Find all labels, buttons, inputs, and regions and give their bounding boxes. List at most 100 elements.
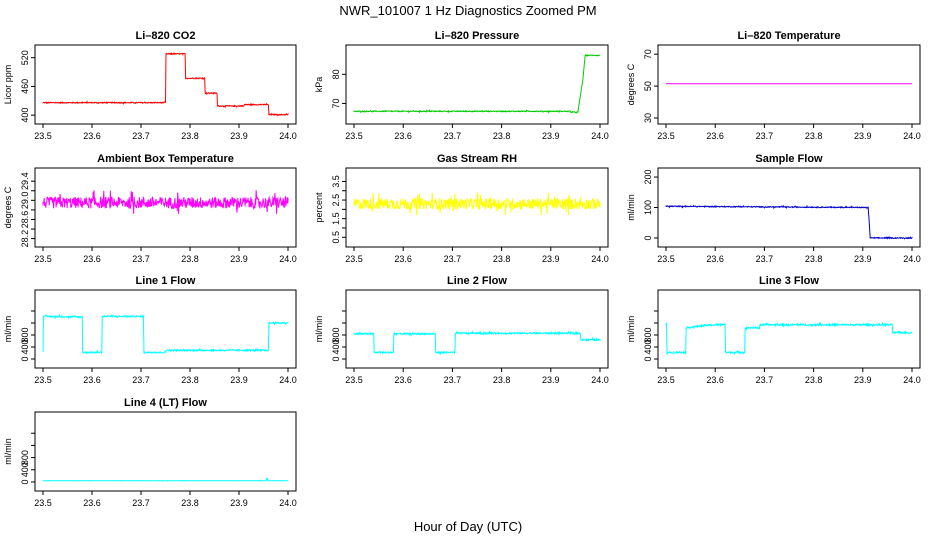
chart-panel: Line 2 Flow 23.5 23.6 23.7 23.8 23.9 24.0 0 4008… [314,275,609,385]
x-tick-label: 23.8 [493,131,511,141]
x-tick-label: 23.8 [493,254,511,264]
y-tick-label: 0 [331,356,341,361]
chart-panel: Gas Stream RH 23.5 23.6 23.7 23.8 23.9 24.0 0.5… [314,153,609,264]
y-tick-label: 70 [331,98,341,108]
x-axis: 23.5 23.6 23.7 23.8 23.9 24.0 [657,124,921,141]
y-tick-label: 400 [331,339,341,354]
x-axis: 23.5 23.6 23.7 23.8 23.9 24.0 [34,247,297,264]
x-tick-label: 23.5 [345,254,363,264]
x-tick-label: 24.0 [591,131,609,141]
series-line [42,313,289,355]
chart-panel: Line 1 Flow 23.5 23.6 23.7 23.8 23.9 24.0 0 4008… [3,275,297,385]
plot-frame [345,44,609,125]
panel-title: Li–820 Pressure [435,30,519,42]
y-tick-label: 50 [643,81,653,91]
y-axis-label: kPa [314,77,324,93]
x-axis: 23.5 23.6 23.7 23.8 23.9 24.0 [34,368,297,385]
y-axis: 28.228.629.0 29.4 [20,172,35,247]
x-tick-label: 23.5 [657,254,675,264]
series-line [353,192,601,216]
x-tick-label: 24.0 [903,375,921,385]
panel-title: Sample Flow [755,153,823,165]
x-tick-label: 24.0 [591,254,609,264]
y-tick-label: 800 [20,327,30,342]
y-tick-label: 520 [20,50,30,65]
x-tick-label: 23.7 [756,375,774,385]
y-axis-label: ml/min [626,194,636,221]
x-tick-label: 23.7 [444,131,462,141]
panel-title: Li–820 Temperature [737,30,840,42]
x-tick-label: 24.0 [903,254,921,264]
chart-panel: Line 4 (LT) Flow 23.5 23.6 23.7 23.8 23.9 24.0… [3,397,297,508]
x-axis: 23.5 23.6 23.7 23.8 23.9 24.0 [657,247,921,264]
x-tick-label: 23.7 [444,375,462,385]
x-tick-label: 23.6 [394,131,412,141]
x-tick-label: 23.8 [805,375,823,385]
x-tick-label: 24.0 [903,131,921,141]
chart-panel: Li–820 Pressure 23.5 23.6 23.7 23.8 23.9 24.0 7… [314,30,609,141]
y-tick-label: 400 [20,339,30,354]
y-tick-label: 460 [20,79,30,94]
x-tick-label: 23.8 [493,375,511,385]
y-axis-label: percent [314,192,324,223]
x-tick-label: 23.7 [132,498,150,508]
x-tick-label: 23.6 [83,498,101,508]
x-tick-label: 23.9 [230,254,248,264]
y-axis-label: ml/min [3,438,13,465]
y-tick-label: 1.5 [331,212,341,225]
x-tick-label: 23.7 [444,254,462,264]
x-axis-label: Hour of Day (UTC) [414,519,522,534]
panel-title: Line 1 Flow [136,275,196,287]
x-tick-label: 23.6 [706,375,724,385]
plot-frame [657,289,921,369]
y-tick-label: 800 [20,450,30,465]
x-tick-label: 23.5 [657,375,675,385]
x-tick-label: 23.7 [132,375,150,385]
panel-title: Line 2 Flow [447,275,507,287]
series-line [665,321,913,356]
y-axis: 70 80 [331,69,346,108]
y-tick-label: 0 [643,235,653,240]
series-line [353,330,601,356]
chart-panel: Sample Flow 23.5 23.6 23.7 23.8 23.9 24.0 0 100 2… [626,153,921,264]
x-tick-label: 23.9 [854,375,872,385]
y-tick-label: 800 [331,327,341,342]
x-tick-label: 23.5 [345,131,363,141]
y-axis-label: Licor ppm [3,65,13,105]
x-tick-label: 23.6 [394,254,412,264]
x-axis: 23.5 23.6 23.7 23.8 23.9 24.0 [345,247,609,264]
y-tick-label: 29.0 [20,192,30,210]
y-tick-label: 0.5 [331,231,341,244]
x-tick-label: 23.5 [657,131,675,141]
y-tick-label: 400 [643,339,653,354]
y-tick-label: 30 [643,113,653,123]
y-tick-label: 400 [20,462,30,477]
x-tick-label: 23.5 [345,375,363,385]
x-tick-label: 23.8 [181,254,199,264]
panel-title: Gas Stream RH [437,153,517,165]
x-tick-label: 23.9 [542,254,560,264]
series-line [353,53,601,114]
series-line [42,190,289,214]
y-axis: 400 460 520 [20,50,35,123]
x-tick-label: 23.9 [230,131,248,141]
y-axis-label: degrees C [3,186,13,228]
y-tick-label: 28.2 [20,230,30,248]
x-tick-label: 23.6 [83,131,101,141]
x-tick-label: 23.8 [181,131,199,141]
y-tick-label: 0 [643,356,653,361]
x-axis: 23.5 23.6 23.7 23.8 23.9 24.0 [345,368,609,385]
plot-frame [34,167,297,248]
x-tick-label: 24.0 [279,254,297,264]
y-tick-label: 70 [643,49,653,59]
y-tick-label: 28.6 [20,211,30,229]
y-axis: 30 50 70 [643,49,658,123]
x-tick-label: 23.9 [854,131,872,141]
x-tick-label: 23.6 [83,254,101,264]
plot-frame [657,44,921,125]
x-tick-label: 23.5 [34,131,52,141]
page-title: NWR_101007 1 Hz Diagnostics Zoomed PM [339,3,596,18]
